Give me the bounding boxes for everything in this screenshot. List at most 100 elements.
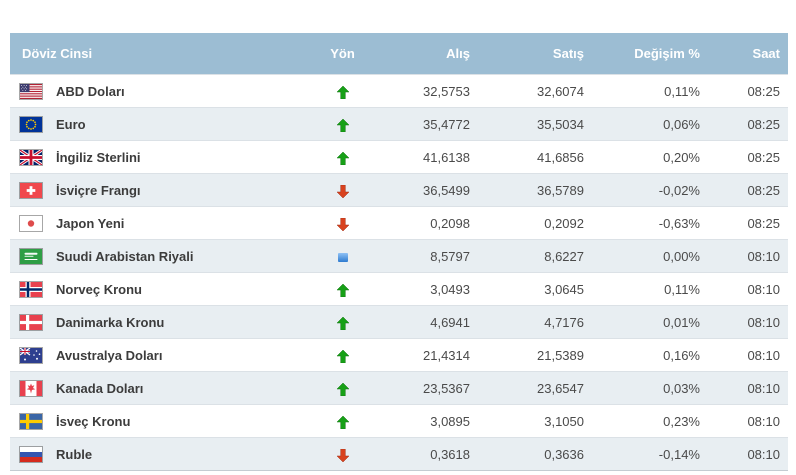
flag-au-icon — [20, 348, 42, 364]
table-header-row: Döviz Cinsi Yön Alış Satış Değişim % Saa… — [10, 33, 788, 75]
buy-value: 0,2098 — [385, 206, 475, 240]
currency-name: Euro — [56, 117, 86, 133]
sell-value: 3,1050 — [475, 404, 589, 438]
change-value: 0,00% — [589, 239, 705, 273]
sell-value: 36,5789 — [475, 173, 589, 207]
flag-sa-icon — [20, 249, 42, 265]
time-value: 08:10 — [705, 437, 788, 471]
table-row: Norveç Kronu 3,0493 3,0645 0,11% 08:10 — [10, 272, 788, 306]
header-currency: Döviz Cinsi — [10, 33, 300, 75]
up-arrow-icon — [335, 349, 350, 363]
sell-value: 35,5034 — [475, 107, 589, 141]
flag-eu-icon — [20, 117, 42, 133]
header-change: Değişim % — [589, 33, 705, 75]
change-value: 0,03% — [589, 371, 705, 405]
table-row: İsveç Kronu 3,0895 3,1050 0,23% 08:10 — [10, 404, 788, 438]
table-body: ABD Doları 32,5753 32,6074 0,11% 08:25 Euro 35… — [10, 74, 788, 471]
buy-value: 3,0493 — [385, 272, 475, 306]
currency-name: İngiliz Sterlini — [56, 150, 141, 166]
change-value: 0,06% — [589, 107, 705, 141]
sell-value: 21,5389 — [475, 338, 589, 372]
time-value: 08:25 — [705, 173, 788, 207]
change-value: 0,16% — [589, 338, 705, 372]
flag-se-icon — [20, 414, 42, 430]
time-value: 08:25 — [705, 140, 788, 174]
sell-value: 3,0645 — [475, 272, 589, 306]
buy-value: 35,4772 — [385, 107, 475, 141]
change-value: -0,02% — [589, 173, 705, 207]
currency-rates-widget: Döviz Cinsi Yön Alış Satış Değişim % Saa… — [10, 33, 788, 471]
currency-name: İsviçre Frangı — [56, 183, 141, 199]
table-row: İngiliz Sterlini 41,6138 41,6856 0,20% 08:25 — [10, 140, 788, 174]
flag-jp-icon — [20, 216, 42, 232]
table-row: Japon Yeni 0,2098 0,2092 -0,63% 08:25 — [10, 206, 788, 240]
flag-ca-icon — [20, 381, 42, 397]
table-row: Suudi Arabistan Riyali 8,5797 8,6227 0,00% 0… — [10, 239, 788, 273]
sell-value: 4,7176 — [475, 305, 589, 339]
buy-value: 3,0895 — [385, 404, 475, 438]
time-value: 08:10 — [705, 338, 788, 372]
down-arrow-icon — [335, 448, 350, 462]
currency-name: Ruble — [56, 447, 93, 463]
buy-value: 21,4314 — [385, 338, 475, 372]
up-arrow-icon — [335, 118, 350, 132]
table-row: Avustralya Doları 21,4314 21,5389 0,16% 08:1… — [10, 338, 788, 372]
up-arrow-icon — [335, 316, 350, 330]
down-arrow-icon — [335, 184, 350, 198]
time-value: 08:10 — [705, 239, 788, 273]
time-value: 08:25 — [705, 206, 788, 240]
change-value: 0,11% — [589, 74, 705, 108]
up-arrow-icon — [335, 85, 350, 99]
time-value: 08:10 — [705, 404, 788, 438]
change-value: 0,23% — [589, 404, 705, 438]
currency-name: Japon Yeni — [56, 216, 125, 232]
change-value: -0,63% — [589, 206, 705, 240]
currency-name: Danimarka Kronu — [56, 315, 165, 331]
table-row: Danimarka Kronu 4,6941 4,7176 0,01% 08:10 — [10, 305, 788, 339]
flag-gb-icon — [20, 150, 42, 166]
buy-value: 23,5367 — [385, 371, 475, 405]
flag-dk-icon — [20, 315, 42, 331]
buy-value: 4,6941 — [385, 305, 475, 339]
time-value: 08:25 — [705, 107, 788, 141]
up-arrow-icon — [335, 151, 350, 165]
no-change-icon — [337, 252, 348, 262]
table-row: Euro 35,4772 35,5034 0,06% 08:25 — [10, 107, 788, 141]
currency-name: ABD Doları — [56, 84, 125, 100]
change-value: 0,20% — [589, 140, 705, 174]
currency-name: İsveç Kronu — [56, 414, 131, 430]
header-direction: Yön — [300, 33, 385, 75]
buy-value: 36,5499 — [385, 173, 475, 207]
time-value: 08:25 — [705, 74, 788, 108]
table-row: İsviçre Frangı 36,5499 36,5789 -0,02% 08:25 — [10, 173, 788, 207]
sell-value: 41,6856 — [475, 140, 589, 174]
table-row: Kanada Doları 23,5367 23,6547 0,03% 08:10 — [10, 371, 788, 405]
currency-rates-table: Döviz Cinsi Yön Alış Satış Değişim % Saa… — [10, 33, 788, 471]
time-value: 08:10 — [705, 371, 788, 405]
time-value: 08:10 — [705, 272, 788, 306]
up-arrow-icon — [335, 415, 350, 429]
sell-value: 32,6074 — [475, 74, 589, 108]
buy-value: 32,5753 — [385, 74, 475, 108]
header-buy: Alış — [385, 33, 475, 75]
change-value: -0,14% — [589, 437, 705, 471]
currency-name: Avustralya Doları — [56, 348, 163, 364]
currency-name: Kanada Doları — [56, 381, 144, 397]
sell-value: 0,3636 — [475, 437, 589, 471]
header-sell: Satış — [475, 33, 589, 75]
flag-ru-icon — [20, 447, 42, 463]
change-value: 0,01% — [589, 305, 705, 339]
sell-value: 0,2092 — [475, 206, 589, 240]
up-arrow-icon — [335, 283, 350, 297]
table-row: Ruble 0,3618 0,3636 -0,14% 08:10 — [10, 437, 788, 471]
currency-name: Norveç Kronu — [56, 282, 142, 298]
flag-us-icon — [20, 84, 42, 100]
currency-name: Suudi Arabistan Riyali — [56, 249, 194, 265]
down-arrow-icon — [335, 217, 350, 231]
up-arrow-icon — [335, 382, 350, 396]
sell-value: 23,6547 — [475, 371, 589, 405]
buy-value: 0,3618 — [385, 437, 475, 471]
header-time: Saat — [705, 33, 788, 75]
flag-ch-icon — [20, 183, 42, 199]
sell-value: 8,6227 — [475, 239, 589, 273]
